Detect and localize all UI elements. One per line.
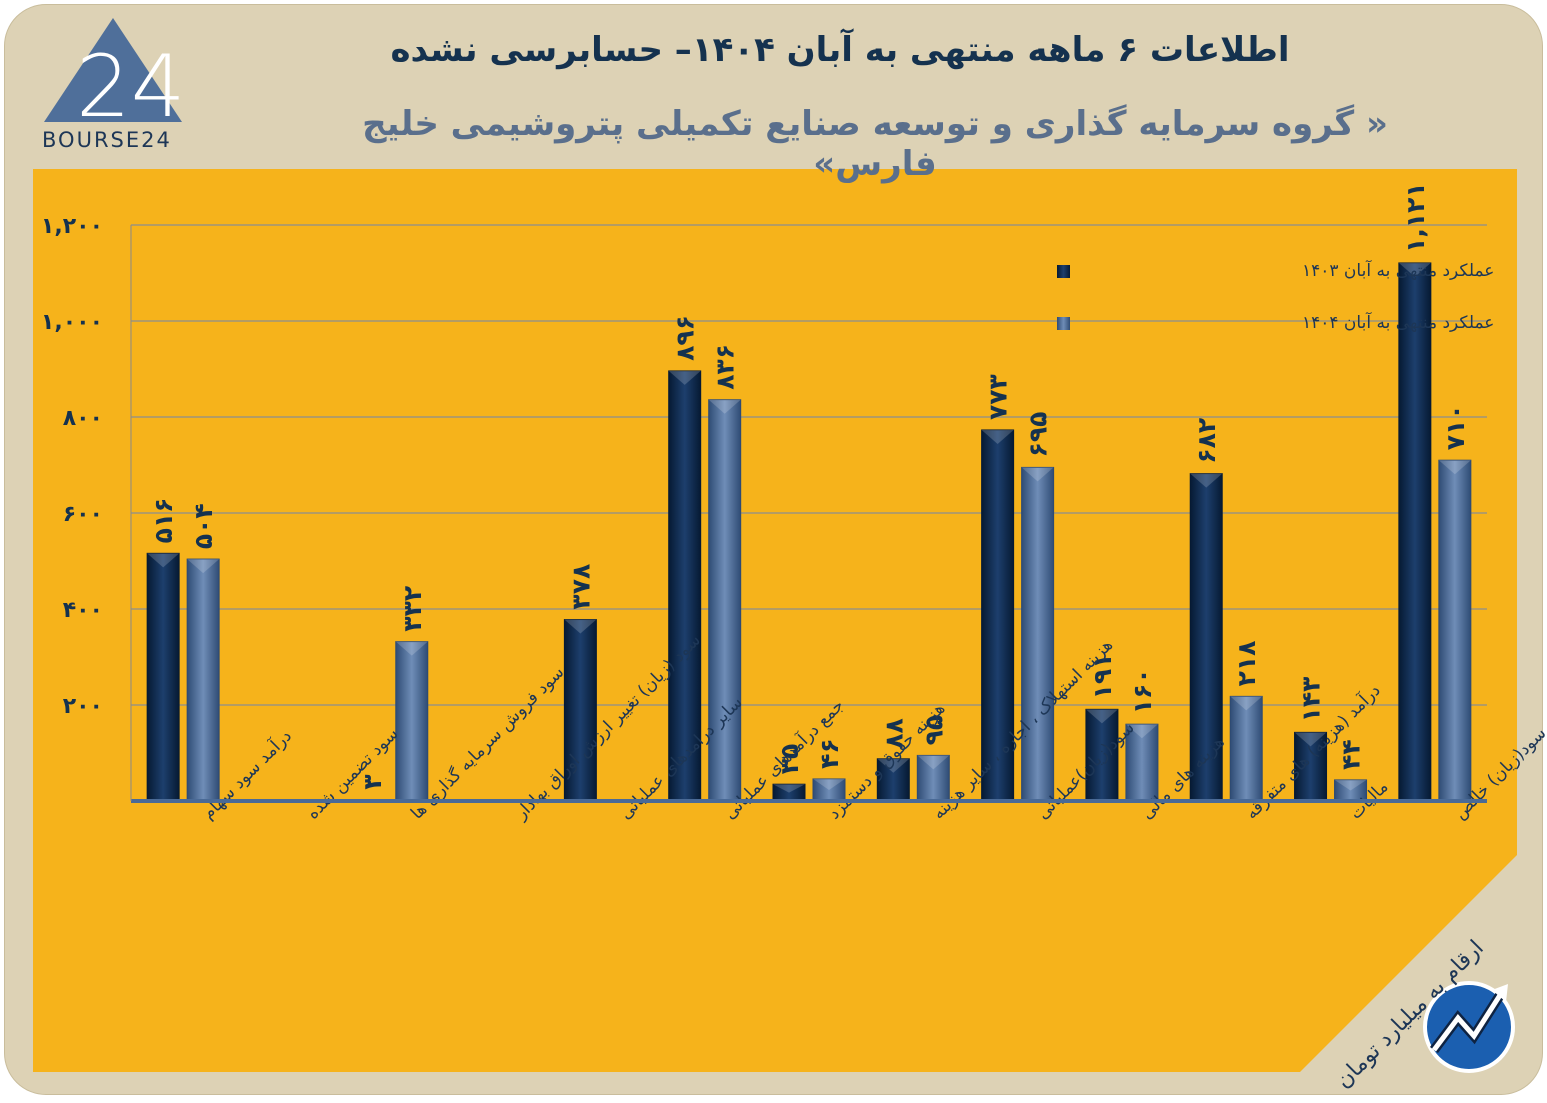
bar-bevel xyxy=(1398,262,1431,277)
y-tick-label: ۶۰۰ xyxy=(63,502,103,527)
legend-label-1403: عملکرد منتهی به آبان ۱۴۰۳ xyxy=(1302,259,1494,281)
bar-1404 xyxy=(1438,459,1472,802)
value-label: ۳۵ xyxy=(775,744,804,775)
bar-1403 xyxy=(1085,708,1119,802)
value-label: ۴۴ xyxy=(1337,739,1366,770)
bar-bevel xyxy=(147,553,180,568)
bar-1403 xyxy=(981,429,1015,802)
legend: عملکرد منتهی به آبان ۱۴۰۳ عملکرد منتهی ب… xyxy=(1057,259,1494,333)
bar-1403 xyxy=(146,552,180,802)
bar-bevel xyxy=(187,559,220,574)
bar-bevel xyxy=(1294,732,1327,747)
bar-bevel xyxy=(773,784,805,793)
value-labels: ۵۱۶ ۵۰۴ ۳ ۳۳۲ ۳۷۸ ۸۹۶ ۸۳۶ ۳۵ ۴۶ ۸۸ ۹۵ ۷۷۳ ۶۹۵ ۱۹۱ ۱۶۰ ۶… xyxy=(149,182,1470,789)
bourse24-logo: 24 xyxy=(44,18,185,137)
value-label: ۸۹۶ xyxy=(671,315,700,361)
bar-bevel xyxy=(877,758,910,773)
y-tick-label: ۸۰۰ xyxy=(63,406,103,431)
value-label: ۳ xyxy=(358,774,387,789)
bar-bevel xyxy=(395,641,428,656)
value-label: ۱۹۱ xyxy=(1088,654,1117,700)
bar-bevel xyxy=(1230,696,1263,711)
logo-text: BOURSE24 xyxy=(42,128,172,152)
bar-bevel xyxy=(1438,460,1471,475)
value-label: ۵۱۶ xyxy=(149,498,178,544)
value-label: ۱۴۳ xyxy=(1297,677,1326,723)
bar-1404 xyxy=(708,399,742,802)
bar-bevel xyxy=(1021,467,1054,482)
bar-bevel xyxy=(1334,779,1367,791)
y-tick-label: ۱,۰۰۰ xyxy=(41,310,103,335)
value-label: ۱۶۰ xyxy=(1128,668,1157,714)
value-label: ۸۳۶ xyxy=(711,344,740,390)
value-label: ۳۳۲ xyxy=(398,586,427,632)
page-title: اطلاعات ۶ ماهه منتهی به آبان ۱۴۰۴– حسابر… xyxy=(390,30,1290,70)
bar-1403 xyxy=(1189,473,1223,802)
grid-lines xyxy=(131,224,1487,706)
bar-1404 xyxy=(1021,466,1055,802)
svg-text:24: 24 xyxy=(76,37,185,137)
bar-bevel xyxy=(813,778,845,790)
legend-swatch-1404 xyxy=(1057,317,1070,330)
y-axis-ticks: ۲۰۰ ۴۰۰ ۶۰۰ ۸۰۰ ۱,۰۰۰ ۱,۲۰۰ xyxy=(41,214,103,719)
y-tick-label: ۴۰۰ xyxy=(63,598,103,623)
bar-1404 xyxy=(395,641,429,802)
bar-bevel xyxy=(564,619,597,634)
y-tick-label: ۱,۲۰۰ xyxy=(41,214,103,239)
bar-bevel xyxy=(1125,724,1158,739)
value-label: ۶۸۲ xyxy=(1192,418,1221,464)
value-label: ۴۶ xyxy=(815,738,844,769)
value-label: ۹۵ xyxy=(919,715,948,746)
bars xyxy=(146,262,1472,802)
bar-bevel xyxy=(1085,709,1118,724)
value-label: ۸۸ xyxy=(879,718,908,749)
corner-badge xyxy=(1300,855,1517,1073)
bar-1403 xyxy=(1294,731,1328,802)
bar-1403 xyxy=(668,370,702,802)
bar-bevel xyxy=(708,399,741,414)
bar-bevel xyxy=(917,755,950,770)
value-label: ۵۰۴ xyxy=(189,503,218,549)
bar-bevel xyxy=(1190,473,1223,488)
value-label: ۱,۱۲۱ xyxy=(1401,182,1430,253)
page-subtitle: « گروه سرمایه گذاری و توسعه صنایع تکمیلی… xyxy=(362,104,1388,184)
value-label: ۲۱۸ xyxy=(1232,641,1261,687)
y-tick-label: ۲۰۰ xyxy=(63,694,103,719)
bar-1403 xyxy=(1398,262,1432,802)
value-label: ۳۷۸ xyxy=(566,564,595,610)
legend-swatch-1403 xyxy=(1057,265,1070,278)
value-label: ۶۹۵ xyxy=(1024,412,1053,458)
value-label: ۷۷۳ xyxy=(984,374,1013,420)
legend-label-1404: عملکرد منتهی به آبان ۱۴۰۴ xyxy=(1302,311,1494,333)
bar-bevel xyxy=(668,370,701,385)
value-label: ۷۱۰ xyxy=(1441,404,1470,450)
plot-area-background xyxy=(33,169,1517,1072)
bar-bevel xyxy=(981,429,1014,444)
bar-1403 xyxy=(876,758,910,802)
bar-1404 xyxy=(1229,695,1263,802)
bar-1404 xyxy=(186,558,220,802)
bar-1403 xyxy=(563,619,597,802)
